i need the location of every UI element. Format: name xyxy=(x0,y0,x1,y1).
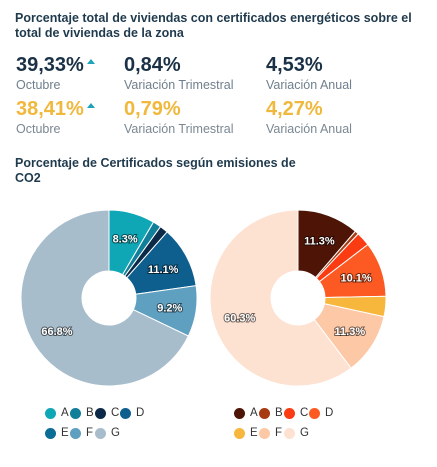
stat-variacion-trimestral: 0,84% Variación Trimestral xyxy=(124,54,234,93)
legend-label: A xyxy=(61,407,69,419)
legend-label: C xyxy=(300,407,309,419)
legend-item-f[interactable]: F xyxy=(70,427,95,439)
stat-variacion-anual-2: 4,27% Variación Anual xyxy=(266,98,352,137)
legend-label: B xyxy=(86,407,94,419)
legend-swatch xyxy=(95,407,106,419)
legend-label: G xyxy=(300,427,309,439)
legend-item-e[interactable]: E xyxy=(234,427,259,439)
legend-swatch xyxy=(309,407,320,419)
legend-label: F xyxy=(86,427,94,439)
legend-chart-2: A B C D E F G xyxy=(234,407,334,447)
legend-swatch xyxy=(234,407,245,419)
pie-slice-g[interactable] xyxy=(209,209,352,387)
data-label: 11.3% xyxy=(335,326,366,338)
legend-swatch xyxy=(284,407,295,419)
legend-item-f[interactable]: F xyxy=(259,427,284,439)
legend-label: F xyxy=(275,427,283,439)
stat-label: Variación Trimestral xyxy=(124,78,234,92)
legend-item-e[interactable]: E xyxy=(45,427,70,439)
stat-label: Variación Trimestral xyxy=(124,122,234,136)
stat-variacion-trimestral-2: 0,79% Variación Trimestral xyxy=(124,98,234,137)
legend-item-g[interactable]: G xyxy=(284,427,309,439)
legend-swatch xyxy=(234,427,245,439)
legend-label: D xyxy=(325,407,334,419)
legend-label: A xyxy=(250,407,258,419)
stat-value: 38,41% xyxy=(16,98,84,120)
legend-label: E xyxy=(61,427,69,439)
legend-row: E F G xyxy=(45,427,145,439)
legend-row: E F G xyxy=(234,427,334,439)
legend-item-c[interactable]: C xyxy=(95,407,120,419)
trend-up-icon xyxy=(86,59,95,64)
legend-swatch xyxy=(284,427,295,439)
trend-up-icon xyxy=(86,103,95,108)
legend-label: C xyxy=(111,407,120,419)
legend-swatch xyxy=(95,427,106,439)
legend-chart-1: A B C D E F G xyxy=(45,407,145,447)
legend-swatch xyxy=(70,407,81,419)
stat-total-octubre: 39,33% Octubre xyxy=(16,54,95,93)
legend-row: A B C D xyxy=(234,407,334,419)
donut-chart-1: 8.3% 11.1% 9.2% 66.8% xyxy=(20,209,198,387)
pie-slice-g[interactable] xyxy=(20,209,190,387)
data-label: 11.3% xyxy=(304,235,335,247)
legend-swatch xyxy=(120,407,131,419)
legend-item-a[interactable]: A xyxy=(45,407,70,419)
chart-title: Porcentaje total de viviendas con certif… xyxy=(15,11,412,40)
stat-variacion-anual: 4,53% Variación Anual xyxy=(266,54,352,93)
chart-subtitle: Porcentaje de Certificados según emision… xyxy=(15,156,296,185)
legend-swatch xyxy=(70,427,81,439)
stat-value: 0,84% xyxy=(124,54,181,76)
data-label: 11.1% xyxy=(148,264,179,276)
legend-item-a[interactable]: A xyxy=(234,407,259,419)
stat-value: 4,53% xyxy=(266,54,323,76)
stat-label: Octubre xyxy=(16,122,61,136)
legend-item-d[interactable]: D xyxy=(309,407,334,419)
data-label: 8.3% xyxy=(113,234,138,246)
data-label: 60.3% xyxy=(224,313,255,325)
legend-item-g[interactable]: G xyxy=(95,427,120,439)
stat-label: Variación Anual xyxy=(266,122,352,136)
donut-chart-2: 11.3% 10.1% 11.3% 60.3% xyxy=(209,209,387,387)
legend-swatch xyxy=(259,407,270,419)
legend-swatch xyxy=(45,407,56,419)
legend-item-b[interactable]: B xyxy=(70,407,95,419)
legend-swatch xyxy=(259,427,270,439)
stat-value: 39,33% xyxy=(16,54,84,76)
legend-item-d[interactable]: D xyxy=(120,407,145,419)
legend-label: D xyxy=(136,407,145,419)
stat-value: 4,27% xyxy=(266,98,323,120)
data-label: 10.1% xyxy=(340,273,371,285)
stat-label: Octubre xyxy=(16,78,61,92)
legend-label: E xyxy=(250,427,258,439)
legend-label: B xyxy=(275,407,283,419)
legend-item-b[interactable]: B xyxy=(259,407,284,419)
stat-value: 0,79% xyxy=(124,98,181,120)
stat-label: Variación Anual xyxy=(266,78,352,92)
data-label: 9.2% xyxy=(157,302,182,314)
legend-swatch xyxy=(45,427,56,439)
legend-label: G xyxy=(111,427,120,439)
data-label: 66.8% xyxy=(41,326,72,338)
stat-total-octubre-2: 38,41% Octubre xyxy=(16,98,95,137)
legend-row: A B C D xyxy=(45,407,145,419)
legend-item-c[interactable]: C xyxy=(284,407,309,419)
